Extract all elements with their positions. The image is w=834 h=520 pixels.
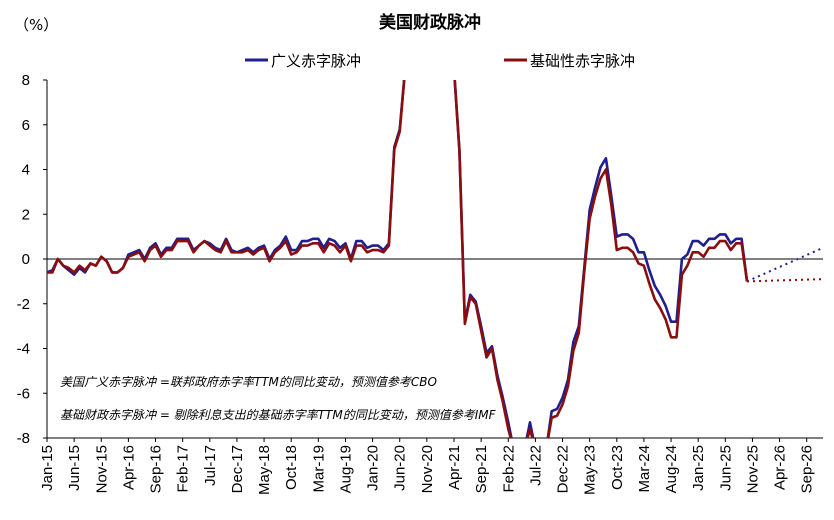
x-tick-label: Jan-25 [690, 445, 707, 491]
series-line-broad [47, 80, 749, 438]
x-tick-label: Jan-20 [365, 445, 382, 491]
x-axis: Jan-15 Jun-15 Nov-15 Apr-16 Sep-16 Feb-17 Jul-… [39, 258, 823, 495]
y-tick-label: 6 [22, 117, 30, 134]
x-tick-label: Feb-17 [175, 445, 192, 493]
y-tick-label: -6 [17, 385, 30, 402]
x-tick-label: Aug-24 [663, 445, 680, 493]
x-tick-label: Mar-19 [310, 445, 327, 493]
x-tick-label: Mar-24 [636, 445, 653, 493]
x-tick-label: Sep-16 [148, 445, 165, 493]
y-axis: -8 -6 -4 -2 0 2 4 6 8 [17, 72, 48, 447]
x-tick-label: Oct-18 [283, 445, 300, 490]
x-tick-label: Dec-22 [555, 445, 572, 493]
forecast-line-broad [746, 246, 823, 283]
x-tick-label: Nov-20 [419, 445, 436, 493]
x-tick-label: Nov-25 [744, 445, 761, 493]
y-tick-label: 8 [22, 72, 30, 89]
x-tick-label: May-23 [582, 445, 599, 495]
x-tick-label: Jun-25 [717, 445, 734, 491]
x-tick-label: Sep-21 [473, 445, 490, 493]
x-tick-label: Dec-17 [229, 445, 246, 493]
y-tick-label: -4 [17, 341, 30, 358]
x-tick-label: Feb-22 [500, 445, 517, 493]
x-tick-label: Aug-19 [337, 445, 354, 493]
legend: 广义赤字脉冲 基础性赤字脉冲 [245, 52, 635, 70]
y-tick-label: -2 [17, 296, 30, 313]
forecast-line-primary [747, 278, 823, 283]
y-tick-label: 4 [22, 162, 30, 179]
x-tick-label: Apr-21 [446, 445, 463, 490]
annotation-primary: 基础财政赤字脉冲 = 剔除利息支出的基础赤字率TTM的同比变动，预测值参考IMF [60, 408, 497, 422]
x-tick-label: Jun-15 [66, 445, 83, 491]
x-tick-label: Sep-26 [799, 445, 816, 493]
x-tick-label: Oct-23 [609, 445, 626, 490]
y-tick-label: -8 [17, 430, 30, 447]
x-tick-label: Jan-15 [39, 445, 56, 491]
x-tick-label: Jul-22 [527, 445, 544, 486]
x-tick-label: Nov-15 [93, 445, 110, 493]
x-tick-label: Jul-17 [202, 445, 219, 486]
x-tick-label: Apr-26 [772, 445, 789, 490]
series-line-primary [47, 80, 749, 438]
legend-label-primary: 基础性赤字脉冲 [530, 52, 635, 70]
x-tick-label: Jun-20 [392, 445, 409, 491]
x-tick-label: May-18 [256, 445, 273, 495]
chart-title: 美国财政脉冲 [379, 12, 481, 33]
series-layer [47, 80, 823, 438]
y-unit-label: （%） [14, 16, 58, 34]
y-tick-label: 0 [22, 251, 30, 268]
x-tick-label: Apr-16 [120, 445, 137, 490]
legend-label-broad: 广义赤字脉冲 [271, 52, 361, 70]
annotation-broad: 美国广义赤字脉冲 =联邦政府赤字率TTM的同比变动，预测值参考CBO [60, 375, 437, 389]
y-tick-label: 2 [22, 206, 30, 223]
